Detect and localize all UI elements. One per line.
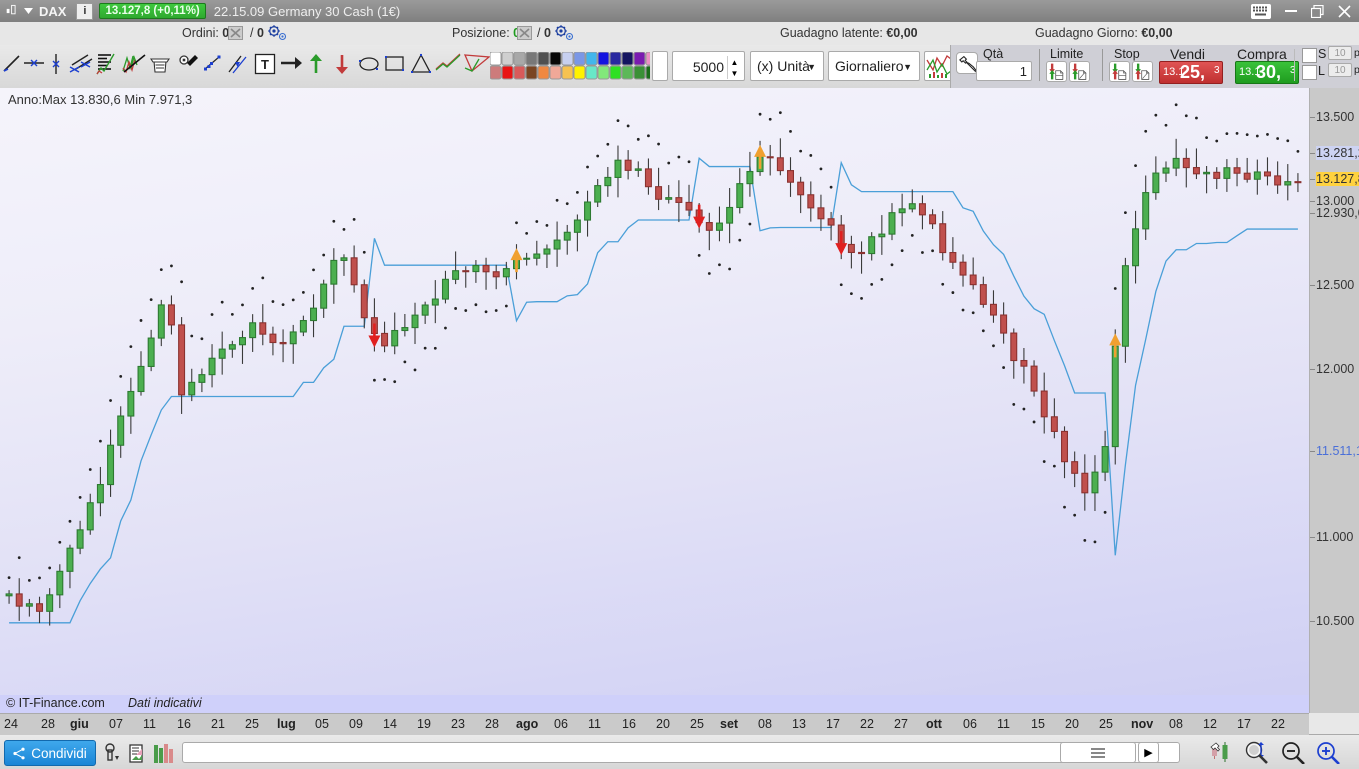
svg-text:T: T xyxy=(261,57,269,72)
